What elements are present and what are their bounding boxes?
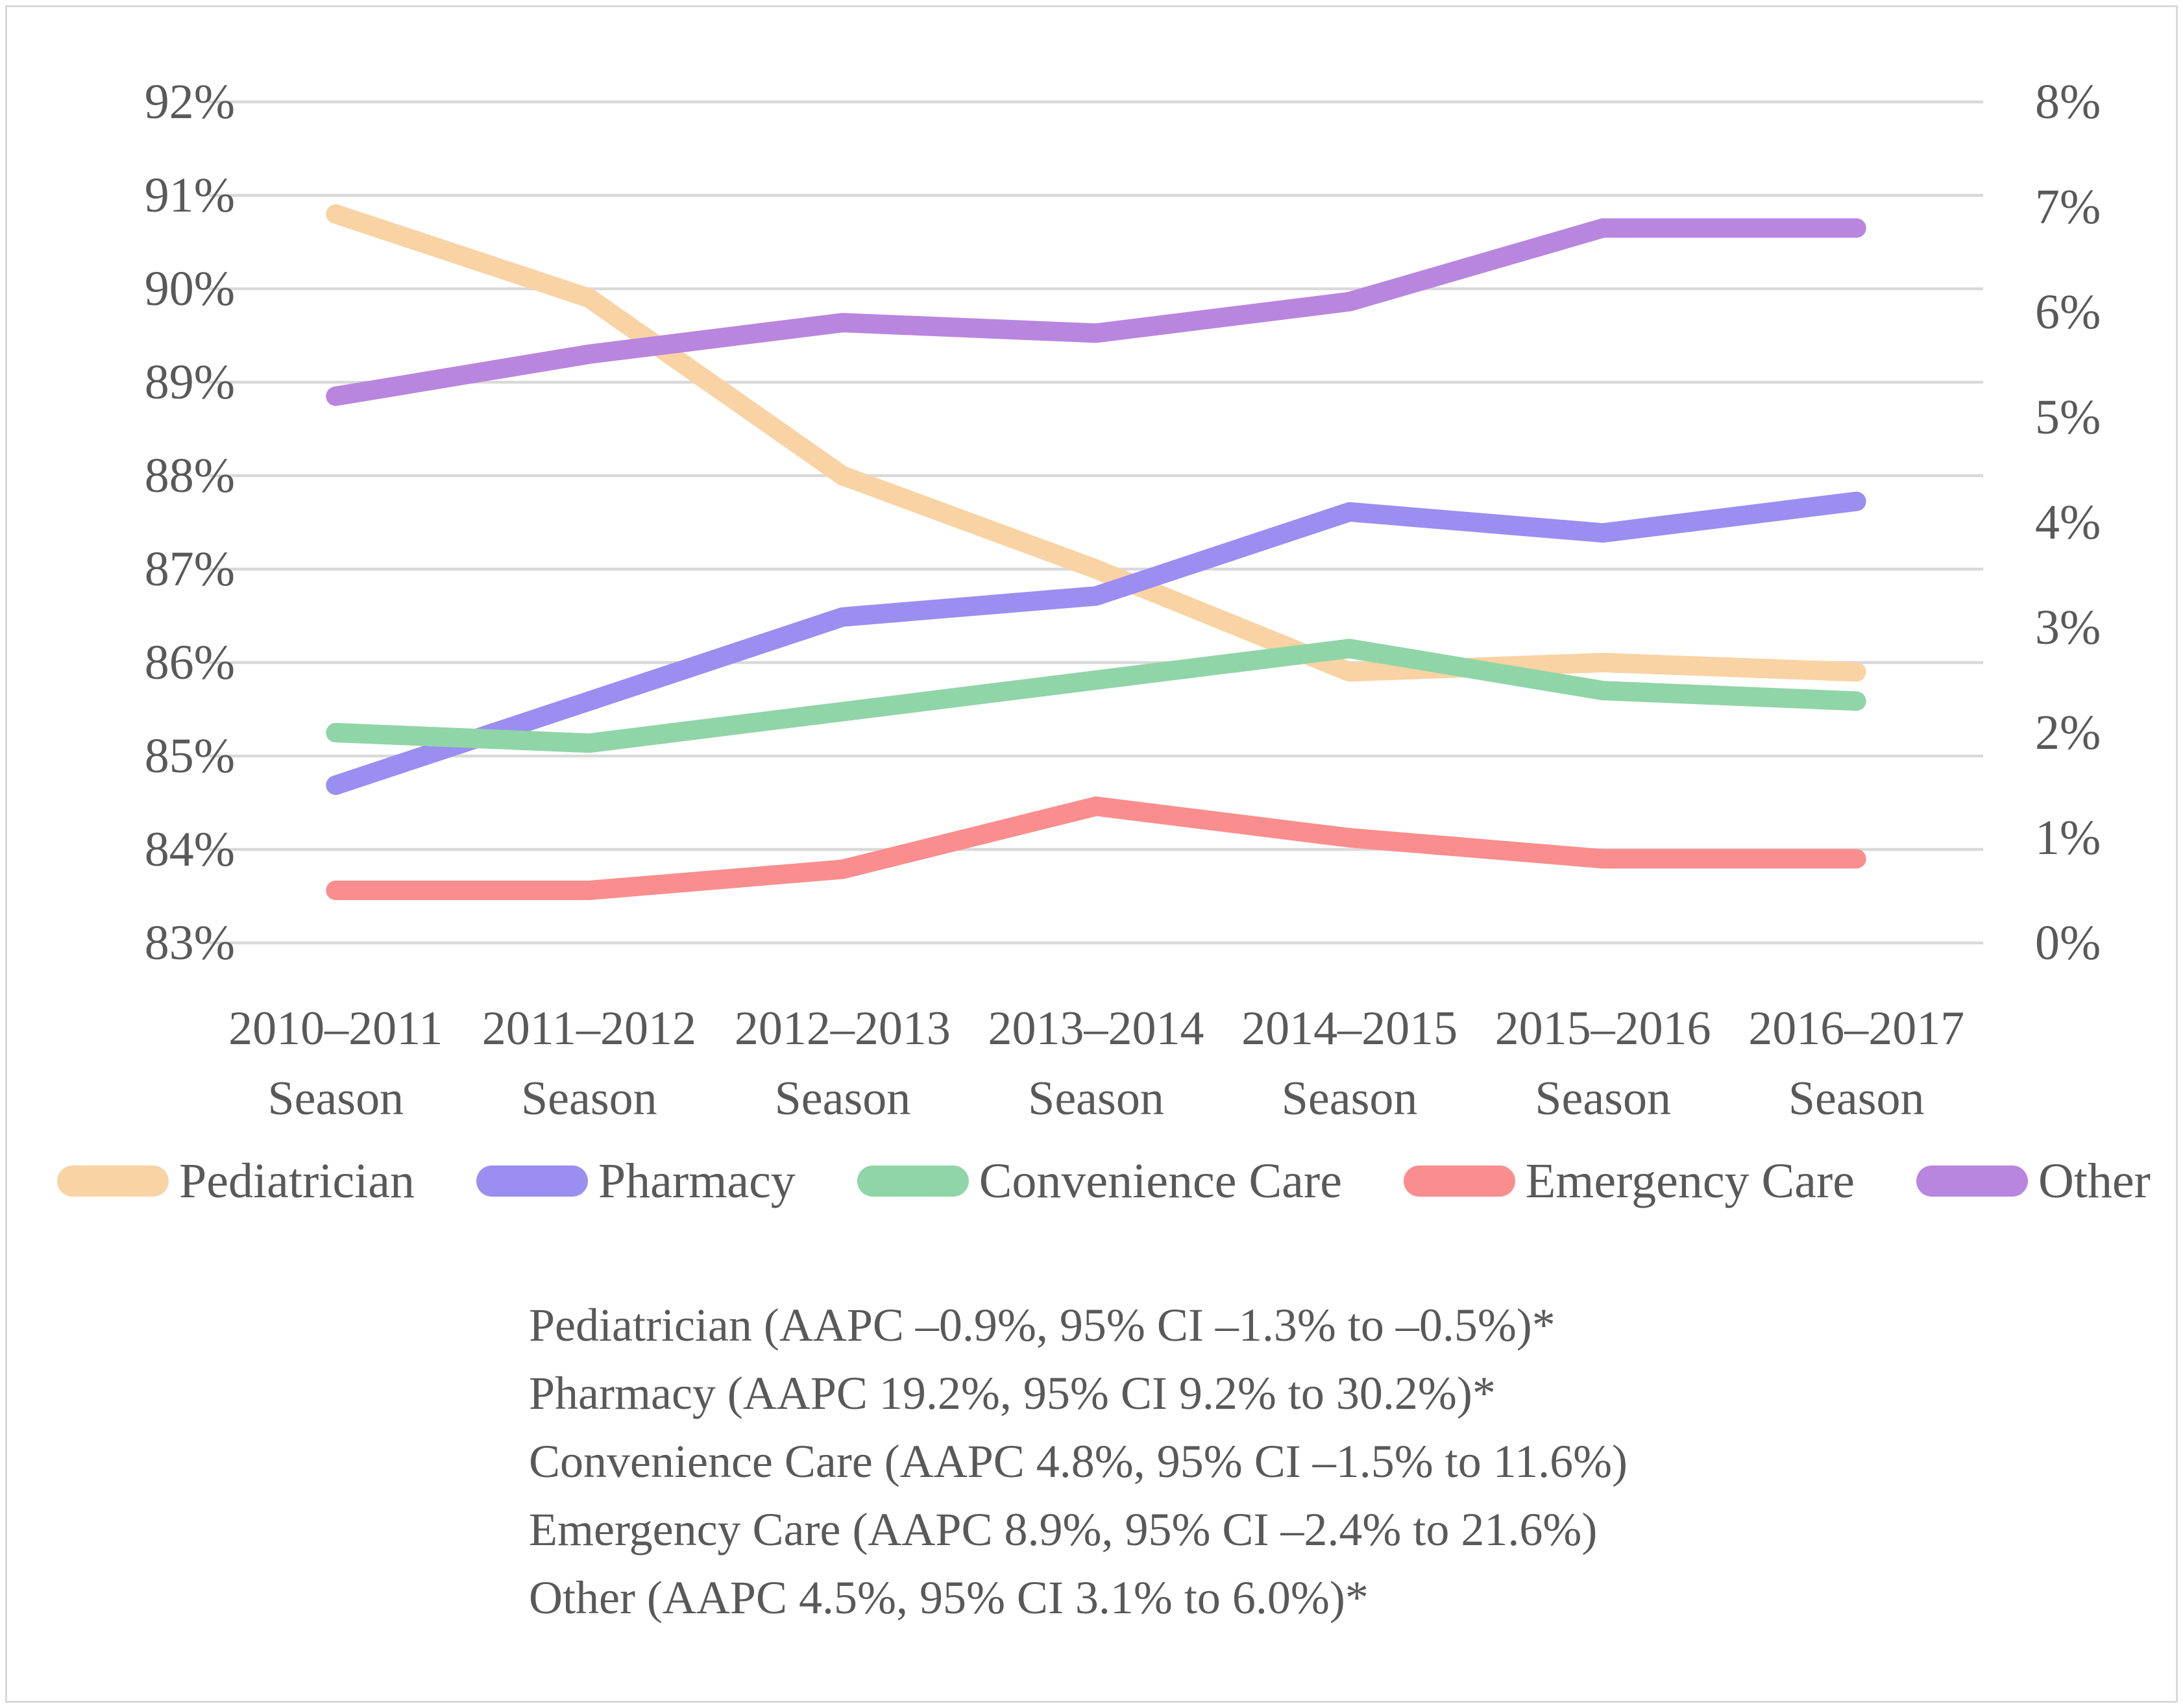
annotation-convenience-care: Convenience Care (AAPC 4.8%, 95% CI –1.5… — [529, 1435, 1628, 1487]
aapc-annotations: Pediatrician (AAPC –0.9%, 95% CI –1.3% t… — [529, 1291, 1628, 1632]
pediatrician-swatch-icon — [57, 1165, 169, 1197]
right-axis-tick-label: 3% — [2035, 600, 2101, 655]
x-axis-label-years: 2010–2011 — [228, 1002, 443, 1055]
x-axis-label-season: Season — [1788, 1072, 1925, 1125]
x-axis-label-season: Season — [775, 1072, 911, 1125]
x-axis-label-years: 2015–2016 — [1495, 1002, 1711, 1055]
right-axis-tick-label: 0% — [2035, 916, 2101, 970]
series-line-emergency-care — [326, 796, 1866, 900]
x-axis-label-years: 2012–2013 — [735, 1002, 951, 1055]
pharmacy-swatch-icon — [476, 1165, 588, 1197]
x-axis-label-years: 2011–2012 — [482, 1002, 696, 1055]
right-axis-tick-label: 4% — [2035, 495, 2101, 550]
right-axis-tick-label: 8% — [2035, 75, 2101, 129]
series-line-pediatrician — [326, 204, 1866, 682]
left-axis-tick-label: 85% — [145, 729, 235, 783]
left-axis-tick-label: 88% — [145, 448, 235, 503]
legend-label: Emergency Care — [1525, 1154, 1855, 1208]
left-axis-tick-label: 91% — [145, 168, 235, 223]
emergency-care-swatch-icon — [1403, 1165, 1515, 1197]
convenience-care-swatch-icon — [857, 1165, 969, 1197]
chart-legend: Pediatrician Pharmacy Convenience Care E… — [57, 1154, 2151, 1208]
legend-label: Convenience Care — [979, 1154, 1342, 1208]
right-axis-tick-label: 1% — [2035, 811, 2101, 865]
right-axis-tick-label: 5% — [2035, 390, 2101, 445]
left-axis-tick-label: 86% — [145, 635, 235, 690]
x-axis-label-years: 2016–2017 — [1748, 1002, 1964, 1055]
series-line-other — [326, 218, 1866, 406]
right-axis-tick-label: 6% — [2035, 285, 2101, 339]
left-axis-tick-label: 89% — [145, 355, 235, 409]
legend-item-emergency-care: Emergency Care — [1403, 1154, 1855, 1208]
legend-item-convenience-care: Convenience Care — [857, 1156, 1342, 1206]
x-axis-label-season: Season — [1282, 1072, 1418, 1125]
x-axis-label-season: Season — [1028, 1072, 1164, 1125]
series-line-convenience-care — [326, 639, 1866, 753]
annotation-emergency-care: Emergency Care (AAPC 8.9%, 95% CI –2.4% … — [529, 1504, 1598, 1556]
x-axis-label-season: Season — [1535, 1072, 1671, 1125]
left-axis-tick-label: 92% — [145, 75, 235, 129]
series-line-pharmacy — [326, 491, 1866, 795]
legend-item-other: Other — [1916, 1156, 2151, 1206]
figure-border — [5, 5, 2178, 1703]
legend-item-pharmacy: Pharmacy — [476, 1156, 796, 1206]
x-axis-label-years: 2013–2014 — [988, 1002, 1204, 1055]
annotation-pediatrician: Pediatrician (AAPC –0.9%, 95% CI –1.3% t… — [529, 1299, 1555, 1351]
x-axis-label-season: Season — [521, 1072, 657, 1125]
legend-label: Pediatrician — [179, 1154, 415, 1208]
other-swatch-icon — [1916, 1165, 2028, 1197]
left-axis-tick-label: 87% — [145, 542, 235, 596]
annotation-pharmacy: Pharmacy (AAPC 19.2%, 95% CI 9.2% to 30.… — [529, 1367, 1496, 1419]
legend-label: Pharmacy — [598, 1154, 796, 1208]
legend-label: Other — [2038, 1154, 2151, 1208]
legend-item-pediatrician: Pediatrician — [57, 1156, 415, 1206]
left-axis-tick-label: 90% — [145, 262, 235, 316]
right-axis-tick-label: 7% — [2035, 180, 2101, 234]
left-axis-tick-label: 84% — [145, 822, 235, 877]
x-axis-label-years: 2014–2015 — [1241, 1002, 1457, 1055]
x-axis-label-season: Season — [267, 1072, 404, 1125]
annotation-other: Other (AAPC 4.5%, 95% CI 3.1% to 6.0%)* — [529, 1572, 1369, 1624]
left-axis-tick-label: 83% — [145, 916, 235, 970]
right-axis-tick-label: 2% — [2035, 705, 2101, 760]
